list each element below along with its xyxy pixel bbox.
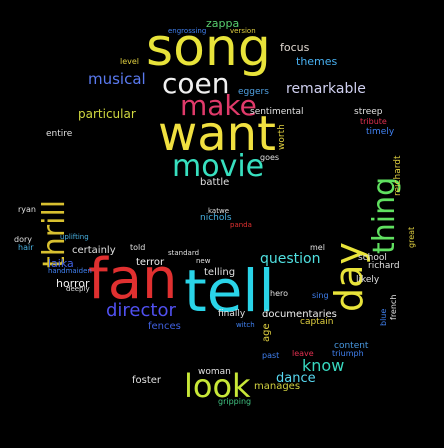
word-deeply: deeply	[66, 285, 90, 293]
word-focus: focus	[280, 41, 310, 54]
word-terror: terror	[136, 257, 165, 268]
word-movie: movie	[172, 149, 265, 184]
word-standard: standard	[168, 249, 200, 257]
word-triumph: triumph	[332, 349, 364, 358]
word-particular: particular	[78, 107, 136, 121]
word-reichardt: reichardt	[393, 155, 403, 197]
word-blue: blue	[379, 308, 388, 326]
word-song: song	[146, 18, 271, 78]
word-richard: richard	[368, 261, 400, 271]
word-content: content	[334, 341, 369, 351]
word-leave: leave	[292, 349, 314, 358]
word-great: great	[407, 226, 416, 248]
word-fences: fences	[148, 321, 181, 332]
word-level: level	[120, 57, 140, 66]
word-want: want	[158, 106, 276, 162]
word-worth: worth	[277, 124, 287, 150]
word-entire: entire	[46, 129, 73, 139]
word-french: french	[389, 294, 398, 320]
word-katwe: katwe	[208, 207, 229, 215]
word-captain: captain	[300, 317, 334, 327]
word-engrossing: engrossing	[168, 27, 207, 35]
word-version: version	[230, 27, 256, 35]
word-age: age	[261, 323, 272, 342]
word-coen: coen	[162, 67, 230, 100]
word-director: director	[106, 300, 176, 321]
word-battle: battle	[200, 177, 230, 188]
word-woman: woman	[198, 367, 231, 377]
word-dance: dance	[276, 371, 316, 386]
word-question: question	[260, 251, 321, 267]
word-nichols: nichols	[200, 213, 232, 223]
word-know: know	[302, 356, 345, 375]
word-fan: fan	[88, 247, 178, 312]
word-look: look	[184, 367, 251, 405]
word-ryan: ryan	[18, 205, 36, 214]
word-dory: dory	[14, 235, 32, 244]
word-tribute: tribute	[360, 117, 387, 126]
word-sentimental: sentimental	[250, 107, 304, 117]
word-musical: musical	[88, 70, 146, 88]
word-goes: goes	[260, 153, 280, 162]
word-eggers: eggers	[238, 87, 269, 97]
word-make: make	[180, 89, 257, 122]
word-hair: hair	[18, 243, 34, 252]
word-documentaries: documentaries	[262, 309, 337, 320]
word-mel: mel	[310, 243, 325, 252]
word-panda: panda	[230, 221, 252, 229]
word-told: told	[130, 243, 146, 252]
word-themes: themes	[296, 55, 338, 68]
word-sing: sing	[312, 291, 329, 300]
word-foster: foster	[132, 375, 162, 386]
word-zappa: zappa	[206, 17, 240, 30]
word-likely: likely	[356, 275, 380, 285]
word-remarkable: remarkable	[286, 81, 366, 97]
word-tell: tell	[184, 257, 275, 325]
word-telling: telling	[204, 267, 236, 278]
word-timely: timely	[366, 127, 395, 137]
word-handmaiden: handmaiden	[48, 267, 92, 275]
word-finally: finally	[218, 309, 246, 319]
word-gripping: gripping	[218, 397, 252, 406]
word-manages: manages	[254, 381, 301, 392]
word-past: past	[262, 351, 280, 360]
word-uplifting: uplifting	[60, 233, 89, 241]
word-horror: horror	[56, 277, 90, 290]
word-witch: witch	[236, 321, 255, 329]
word-streep: streep	[354, 107, 383, 117]
word-laika: laika	[48, 257, 74, 270]
word-hero: hero	[270, 289, 288, 298]
word-new: new	[196, 257, 211, 265]
word-certainly: certainly	[72, 245, 116, 256]
word-school: school	[358, 253, 387, 263]
